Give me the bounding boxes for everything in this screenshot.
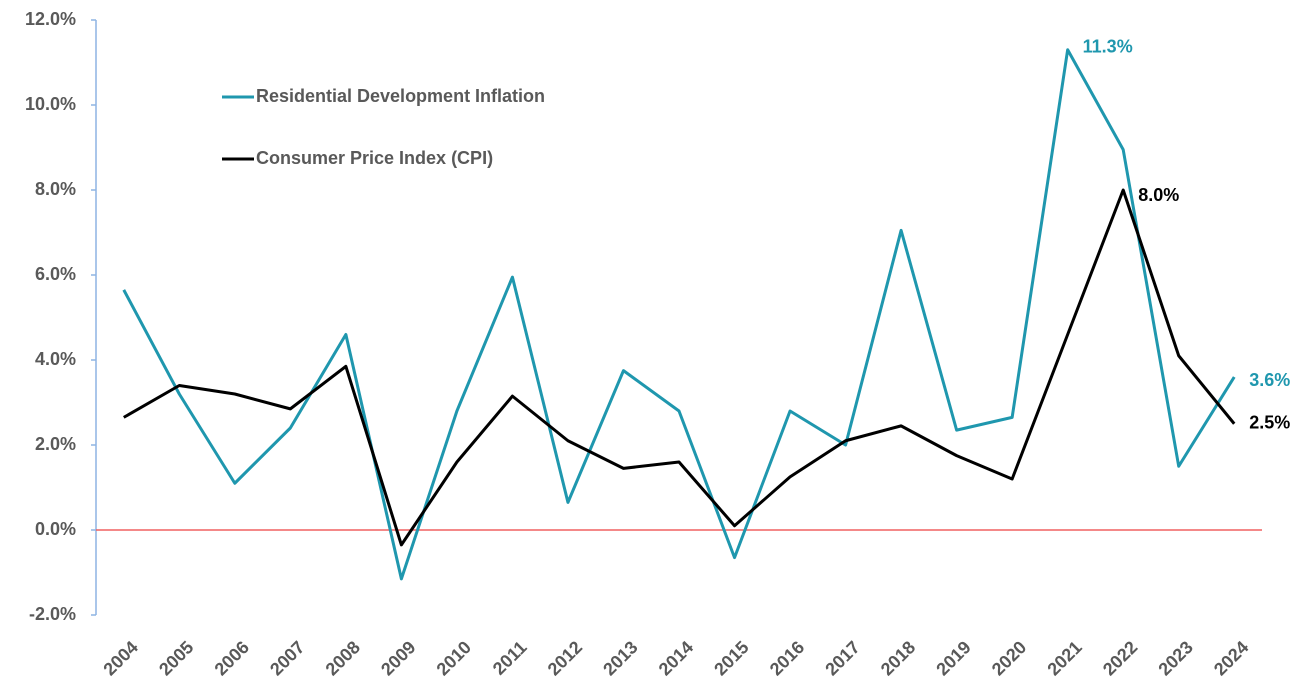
- y-tick-label: 2.0%: [35, 434, 76, 454]
- x-tick-label: 2024: [1210, 637, 1252, 679]
- legend-label: Residential Development Inflation: [256, 86, 545, 106]
- data-label: 2.5%: [1249, 413, 1290, 433]
- x-tick-label: 2008: [322, 637, 364, 679]
- data-label: 3.6%: [1249, 370, 1290, 390]
- x-tick-label: 2020: [988, 637, 1030, 679]
- x-tick-label: 2007: [266, 637, 308, 679]
- x-tick-label: 2014: [655, 637, 697, 679]
- x-tick-label: 2019: [932, 637, 974, 679]
- x-tick-label: 2022: [1099, 637, 1141, 679]
- y-tick-label: -2.0%: [29, 604, 76, 624]
- legend-label: Consumer Price Index (CPI): [256, 148, 493, 168]
- data-label: 11.3%: [1083, 37, 1133, 57]
- x-tick-label: 2021: [1043, 637, 1085, 679]
- x-tick-label: 2016: [766, 637, 808, 679]
- x-tick-label: 2006: [211, 637, 253, 679]
- series-line: [122, 48, 1236, 581]
- x-tick-label: 2004: [99, 637, 141, 679]
- x-tick-label: 2017: [821, 637, 863, 679]
- y-tick-label: 6.0%: [35, 264, 76, 284]
- x-tick-label: 2012: [544, 637, 586, 679]
- y-tick-label: 0.0%: [35, 519, 76, 539]
- x-tick-label: 2010: [433, 637, 475, 679]
- x-tick-label: 2015: [710, 637, 752, 679]
- x-tick-label: 2009: [377, 637, 419, 679]
- y-tick-label: 8.0%: [35, 179, 76, 199]
- x-tick-label: 2005: [155, 637, 197, 679]
- y-tick-label: 4.0%: [35, 349, 76, 369]
- y-tick-label: 10.0%: [25, 94, 76, 114]
- data-label: 8.0%: [1138, 185, 1179, 205]
- x-tick-label: 2011: [489, 637, 531, 679]
- x-tick-label: 2018: [877, 637, 919, 679]
- series-line: [123, 188, 1236, 547]
- x-tick-label: 2013: [599, 637, 641, 679]
- y-tick-label: 12.0%: [25, 9, 76, 29]
- x-tick-label: 2023: [1154, 637, 1196, 679]
